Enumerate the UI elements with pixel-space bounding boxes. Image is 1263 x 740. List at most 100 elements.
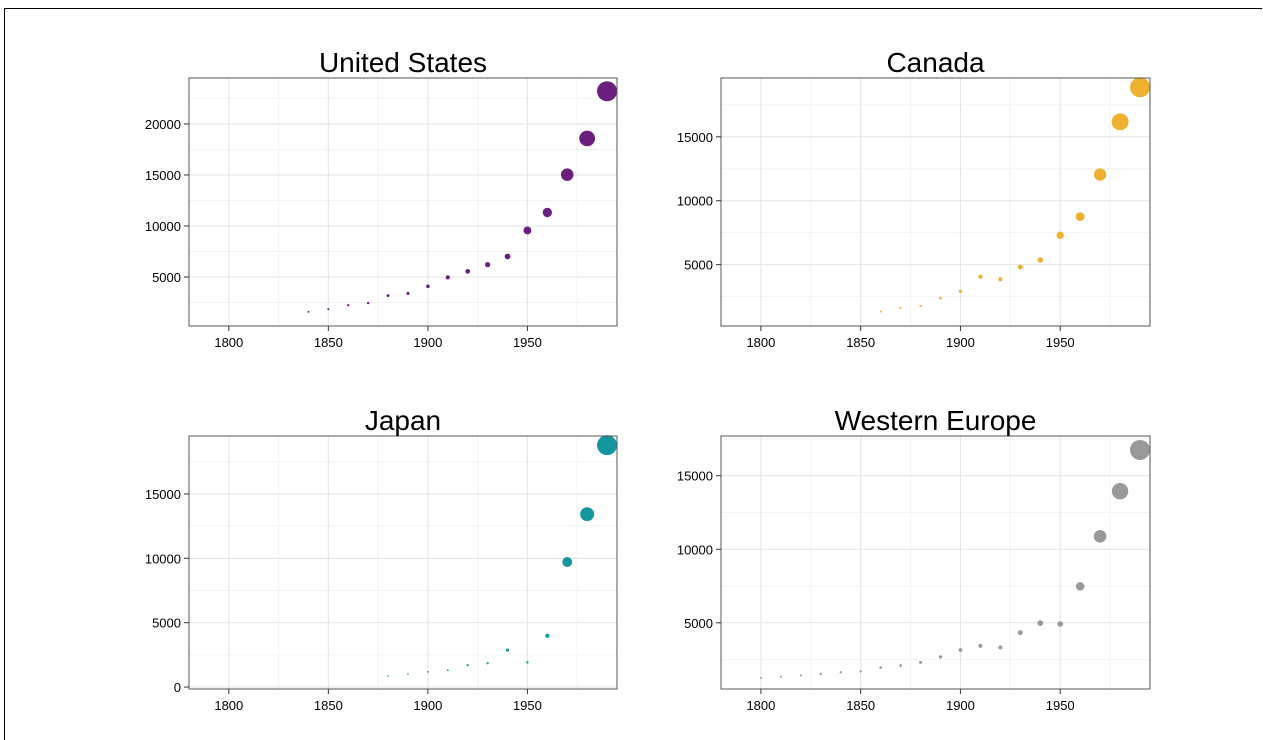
data-point	[759, 676, 762, 679]
data-point	[465, 269, 471, 274]
y-tick-label: 5000	[684, 616, 713, 631]
data-point	[485, 262, 491, 268]
x-tick-label: 1950	[513, 698, 542, 713]
plot-background	[189, 78, 617, 326]
data-point	[899, 306, 902, 309]
y-tick-label: 20000	[145, 117, 181, 132]
data-point	[938, 655, 943, 659]
data-point	[426, 284, 430, 289]
data-point	[597, 81, 618, 102]
y-tick-label: 15000	[677, 469, 713, 484]
data-point	[445, 275, 450, 280]
panel-4: 1800 1850 1900 1950 5000 10000 15000 Western Eu…	[677, 405, 1151, 713]
x-tick-label: 1850	[314, 335, 343, 350]
data-point	[446, 669, 449, 672]
data-point	[1037, 620, 1044, 626]
data-point	[466, 664, 469, 667]
data-point	[387, 675, 389, 677]
plot-background	[721, 436, 1150, 689]
data-point	[1111, 482, 1129, 500]
data-point	[1017, 264, 1023, 270]
x-tick-label: 1800	[746, 335, 775, 350]
data-point	[1057, 621, 1064, 627]
data-point	[426, 670, 429, 673]
panel-3: 1800 1850 1900 1950 0 5000 10000 15000 Japan	[145, 405, 618, 713]
plot-background	[721, 78, 1150, 326]
data-point	[1130, 77, 1151, 98]
y-tick-label: 5000	[152, 616, 181, 631]
data-point	[1111, 113, 1129, 131]
data-point	[526, 661, 529, 664]
data-point	[597, 435, 618, 456]
x-tick-label: 1900	[946, 698, 975, 713]
panel-1: 1800 1850 1900 1950 5000 10000 15000 20000 Unite…	[145, 47, 618, 350]
data-point	[505, 648, 510, 652]
y-tick-label: 10000	[677, 542, 713, 557]
data-point	[579, 130, 595, 147]
data-point	[1037, 257, 1043, 263]
y-tick-label: 0	[174, 680, 181, 695]
x-tick-label: 1950	[1046, 698, 1075, 713]
panel-border	[188, 77, 618, 327]
data-point	[978, 643, 983, 648]
data-point	[958, 289, 963, 293]
data-point	[307, 310, 310, 313]
x-tick-label: 1800	[746, 698, 775, 713]
x-tick-label: 1850	[846, 335, 875, 350]
x-tick-label: 1800	[214, 698, 243, 713]
x-tick-label: 1850	[846, 698, 875, 713]
x-tick-label: 1900	[413, 698, 442, 713]
y-tick-label: 15000	[145, 487, 181, 502]
data-point	[560, 168, 574, 181]
data-point	[366, 301, 370, 305]
x-tick-label: 1850	[314, 698, 343, 713]
data-point	[998, 277, 1003, 282]
data-point	[1093, 530, 1107, 543]
data-point	[958, 648, 963, 652]
data-point	[779, 675, 782, 678]
y-tick-label: 10000	[145, 551, 181, 566]
data-point	[899, 664, 902, 667]
x-tick-label: 1800	[214, 335, 243, 350]
panel-title: United States	[319, 47, 487, 78]
y-tick-label: 5000	[152, 270, 181, 285]
data-point	[580, 507, 595, 522]
panel-border	[720, 435, 1151, 690]
data-point	[799, 674, 802, 677]
y-tick-label: 15000	[677, 130, 713, 145]
x-tick-label: 1900	[413, 335, 442, 350]
panel-border	[188, 435, 618, 690]
data-point	[542, 207, 552, 218]
data-point	[859, 670, 862, 673]
panel-2: 1800 1850 1900 1950 5000 10000 15000 Canada	[677, 47, 1151, 350]
data-point	[978, 274, 983, 279]
data-point	[1093, 168, 1107, 181]
panel-title: Japan	[365, 405, 441, 436]
data-point	[523, 226, 532, 235]
y-tick-label: 10000	[145, 219, 181, 234]
data-point	[327, 308, 330, 311]
y-tick-label: 5000	[684, 258, 713, 273]
x-tick-label: 1900	[946, 335, 975, 350]
data-point	[819, 672, 822, 675]
data-point	[879, 310, 882, 313]
data-point	[1056, 231, 1064, 240]
data-point	[562, 557, 573, 567]
x-tick-label: 1950	[513, 335, 542, 350]
figure-frame	[4, 8, 1262, 740]
panel-title: Western Europe	[835, 405, 1037, 436]
data-point	[407, 673, 409, 675]
data-point	[1130, 439, 1151, 460]
data-point	[406, 291, 410, 295]
data-point	[879, 666, 882, 669]
data-point	[486, 662, 489, 665]
data-point	[545, 633, 550, 638]
data-point	[998, 645, 1003, 650]
data-point	[1075, 582, 1085, 591]
data-point	[386, 294, 390, 298]
y-tick-label: 15000	[145, 168, 181, 183]
panel-border	[720, 77, 1151, 327]
panel-title: Canada	[886, 47, 985, 78]
data-point	[1017, 630, 1023, 636]
